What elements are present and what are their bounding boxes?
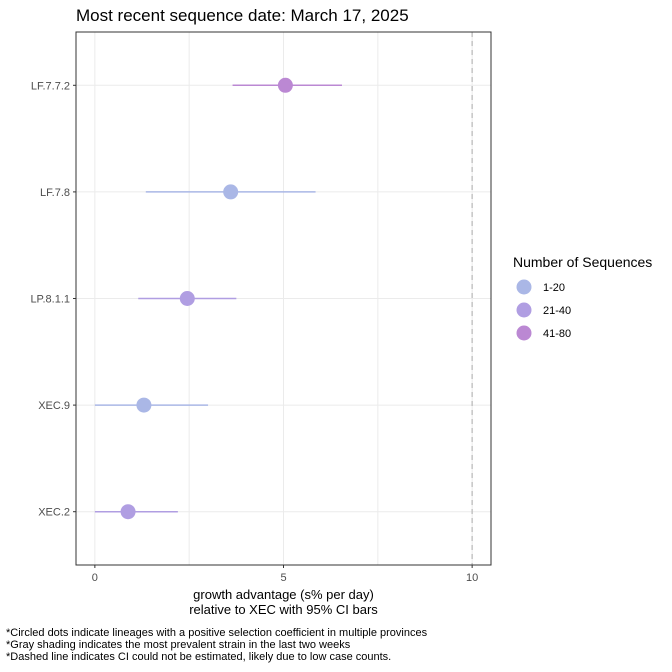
y-tick-label: LF.7.8 [40, 187, 70, 199]
y-tick-label: LP.8.1.1 [30, 294, 70, 306]
legend-label: 21-40 [543, 305, 571, 317]
y-tick-label: XEC.2 [38, 507, 70, 519]
footnote-1: *Circled dots indicate lineages with a p… [6, 627, 428, 639]
x-axis-title-line2: relative to XEC with 95% CI bars [189, 602, 378, 617]
footnote-3: *Dashed line indicates CI could not be e… [6, 651, 391, 663]
data-point [179, 291, 195, 306]
data-point [136, 397, 152, 413]
legend-label: 41-80 [543, 328, 571, 340]
x-tick-label: 10 [466, 572, 478, 584]
legend: Number of Sequences 1-20 21-40 41-80 [513, 254, 652, 341]
legend-key [516, 302, 532, 318]
legend-key [516, 325, 532, 341]
x-axis: 0 5 10 [92, 565, 478, 584]
legend-key [516, 279, 532, 295]
y-tick-label: XEC.9 [38, 400, 70, 412]
legend-title: Number of Sequences [513, 254, 652, 270]
legend-label: 1-20 [543, 282, 565, 294]
y-tick-label: LF.7.7.2 [31, 80, 70, 92]
x-tick-label: 0 [92, 572, 98, 584]
footnote-2: *Gray shading indicates the most prevale… [6, 639, 351, 651]
data-point [223, 184, 239, 200]
data-points [120, 77, 293, 520]
data-point [277, 77, 293, 93]
x-tick-label: 5 [280, 572, 286, 584]
y-axis: LF.7.7.2 LF.7.8 LP.8.1.1 XEC.9 XEC.2 [30, 80, 76, 519]
x-axis-title-line1: growth advantage (s% per day) [193, 587, 374, 602]
chart-title: Most recent sequence date: March 17, 202… [76, 6, 409, 25]
data-point [120, 504, 136, 520]
